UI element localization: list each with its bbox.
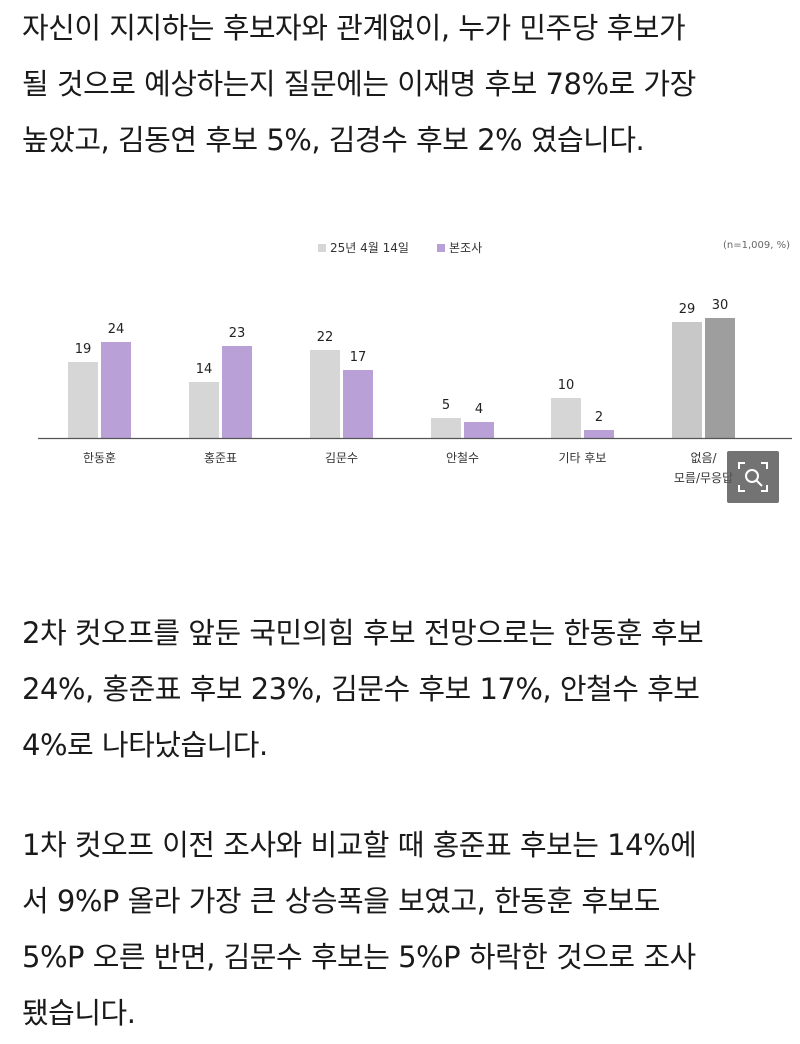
chart-svg: (n=1,009, %)25년 4월 14일 본조사1924한동훈1423홍준표2… (38, 240, 792, 485)
legend-label-series-1: 25년 4월 14일 (330, 241, 409, 255)
text-line: 5%P 오른 반면, 김문수 후보는 5%P 하락한 것으로 조사 (22, 940, 696, 974)
bar-chart: (n=1,009, %) 25년 4월 14일 본조사 19 24 한동훈 14 23 홍준표 2… (0, 222, 800, 507)
data-label: 5 (442, 398, 450, 413)
text-line: 2차 컷오프를 앞둔 국민의힘 후보 전망으로는 한동훈 후보 (22, 616, 704, 650)
data-label: 10 (558, 378, 575, 393)
category-label: 안철수 (446, 451, 479, 465)
zoom-magnifier-icon (738, 462, 768, 492)
text-line: 됐습니다. (22, 996, 136, 1030)
data-label: 14 (196, 362, 213, 377)
legend-swatch-series-2 (437, 244, 445, 252)
paragraph-ppp-outlook: 2차 컷오프를 앞둔 국민의힘 후보 전망으로는 한동훈 후보 24%, 홍준표… (22, 605, 782, 773)
text-line: 서 9%P 올라 가장 큰 상승폭을 보였고, 한동훈 후보도 (22, 884, 660, 918)
data-label: 30 (712, 298, 729, 313)
text-line: 높았고, 김동연 후보 5%, 김경수 후보 2% 였습니다. (22, 123, 645, 157)
category-label: 홍준표 (204, 451, 237, 465)
bar-series1-3 (431, 418, 461, 438)
text-line: 4%로 나타났습니다. (22, 728, 268, 762)
category-label: 기타 후보 (559, 451, 607, 465)
bar-series2-0 (101, 342, 131, 438)
text-line: 24%, 홍준표 후보 23%, 김문수 후보 17%, 안철수 후보 (22, 672, 700, 706)
paragraph-democratic-party: 자신이 지지하는 후보자와 관계없이, 누가 민주당 후보가 될 것으로 예상하… (22, 0, 782, 168)
bar-series1-1 (189, 382, 219, 438)
category-label: 김문수 (325, 451, 358, 465)
bar-series2-3 (464, 422, 494, 438)
bar-series2-5 (705, 318, 735, 438)
data-label: 2 (595, 410, 603, 425)
bar-series1-0 (68, 362, 98, 438)
legend-swatch-series-1 (318, 244, 326, 252)
text-line: 될 것으로 예상하는지 질문에는 이재명 후보 78%로 가장 (22, 67, 696, 101)
bar-series1-2 (310, 350, 340, 438)
legend-label-series-2: 본조사 (449, 241, 482, 255)
data-label: 23 (229, 326, 246, 341)
category-label: 한동훈 (83, 451, 116, 465)
data-label: 19 (75, 342, 92, 357)
data-label: 22 (317, 330, 334, 345)
data-label: 24 (108, 322, 125, 337)
bar-series2-4 (584, 430, 614, 438)
category-label: 없음/ (690, 451, 717, 465)
data-label: 17 (350, 350, 367, 365)
data-label: 4 (475, 402, 483, 417)
paragraph-comparison: 1차 컷오프 이전 조사와 비교할 때 홍준표 후보는 14%에 서 9%P 올… (22, 817, 782, 1041)
bar-series2-2 (343, 370, 373, 438)
text-line: 1차 컷오프 이전 조사와 비교할 때 홍준표 후보는 14%에 (22, 828, 697, 862)
chart-note: (n=1,009, %) (723, 240, 790, 251)
bar-series1-4 (551, 398, 581, 438)
text-line: 자신이 지지하는 후보자와 관계없이, 누가 민주당 후보가 (22, 11, 686, 45)
zoom-button[interactable] (727, 451, 779, 503)
category-label: 모름/무응답 (674, 471, 733, 485)
data-label: 29 (679, 302, 696, 317)
bar-series1-5 (672, 322, 702, 438)
bar-series2-1 (222, 346, 252, 438)
